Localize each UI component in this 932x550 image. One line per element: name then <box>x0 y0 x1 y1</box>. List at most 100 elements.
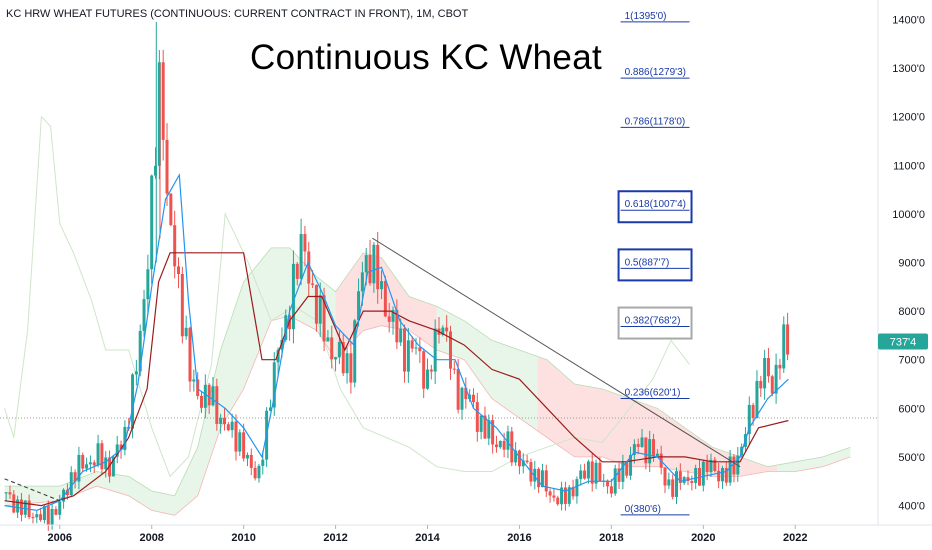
candle <box>452 361 456 375</box>
candle <box>498 440 502 449</box>
candle <box>257 463 261 483</box>
candle <box>372 242 376 293</box>
candle-body <box>291 263 295 330</box>
candle-body <box>483 415 487 439</box>
symbol-title: KC HRW WHEAT FUTURES (CONTINUOUS: CURREN… <box>6 8 469 20</box>
candle-body <box>138 330 142 372</box>
candle-body <box>403 328 407 372</box>
candle <box>759 376 763 397</box>
fib-label: 0.786(1178'0) <box>625 116 686 127</box>
candle-body <box>540 470 544 488</box>
candle-body <box>272 362 276 408</box>
candle-body <box>368 255 372 284</box>
time-tick-label: 2022 <box>783 532 807 544</box>
candle-body <box>184 327 188 337</box>
time-tick-label: 2020 <box>691 532 715 544</box>
candle-body <box>552 495 556 498</box>
fibonacci-levels[interactable]: 1(1395'0) 0.886(1279'3) 0.786(1178'0) 0.618… <box>617 11 693 516</box>
candle-body <box>337 341 341 358</box>
candle <box>295 262 299 286</box>
candle <box>667 472 671 489</box>
candle <box>207 383 211 414</box>
candle <box>786 312 790 361</box>
candle <box>154 147 158 179</box>
candle-body <box>157 62 161 166</box>
candle <box>31 512 35 524</box>
fib-box <box>617 190 693 224</box>
candle-body <box>54 509 58 515</box>
fib-level-1: 0.886(1279'3) <box>620 67 690 79</box>
candle <box>192 369 196 392</box>
candle-body <box>104 457 108 470</box>
candle <box>770 374 774 397</box>
candle <box>724 461 728 486</box>
candle-body <box>383 281 387 317</box>
candle-body <box>280 339 284 350</box>
candle <box>314 284 318 332</box>
candle-body <box>349 353 353 383</box>
candle-body <box>322 295 326 342</box>
candle <box>341 334 345 376</box>
candle <box>782 316 786 373</box>
fib-level-2: 0.786(1178'0) <box>620 116 690 128</box>
candle-body <box>713 459 717 471</box>
candle <box>487 414 491 446</box>
candle-body <box>705 461 709 473</box>
price-axis[interactable]: 400'0 500'0 600'0 700'0 800'0 900'0 1000'0 1100… <box>892 14 925 512</box>
candle <box>517 449 521 475</box>
candle-body <box>154 165 158 176</box>
candle-body <box>276 349 280 363</box>
candle-body <box>625 462 629 476</box>
candle <box>111 455 115 477</box>
candle-body <box>678 471 682 483</box>
candle-body <box>391 309 395 322</box>
candle <box>544 464 548 498</box>
candle-body <box>479 415 483 432</box>
candle-body <box>65 489 69 496</box>
candle-body <box>617 468 621 482</box>
candle-body <box>69 472 73 496</box>
candle <box>73 469 77 489</box>
candle-body <box>433 328 437 372</box>
candle-body <box>42 506 46 521</box>
candle <box>42 505 46 524</box>
candle-body <box>215 386 219 424</box>
candle <box>663 467 667 494</box>
candle <box>4 492 8 501</box>
candle-body <box>88 462 92 465</box>
candle <box>414 337 418 355</box>
candle <box>383 275 387 318</box>
base-line <box>4 252 789 507</box>
price-tick-label: 800'0 <box>898 306 925 318</box>
time-axis[interactable]: 2006 2008 2010 2012 2014 2016 2018 2020 2022 <box>48 525 808 544</box>
candle <box>525 454 529 464</box>
candle <box>403 324 407 383</box>
candle <box>318 282 322 337</box>
time-tick-label: 2010 <box>231 532 255 544</box>
candle <box>77 446 81 490</box>
price-tick-label: 1200'0 <box>892 112 925 124</box>
candle-body <box>414 347 418 349</box>
candle-body <box>441 327 445 335</box>
candle <box>445 315 449 342</box>
candle-body <box>586 461 590 479</box>
candle <box>613 464 617 496</box>
candle-body <box>652 439 656 457</box>
candle-body <box>211 386 215 406</box>
candle-body <box>475 402 479 432</box>
trendlines[interactable] <box>4 237 741 502</box>
candle <box>291 250 295 344</box>
candle <box>215 378 219 431</box>
candle <box>701 459 705 492</box>
candle-body <box>732 456 736 475</box>
fib-label: 0(380'6) <box>625 504 661 515</box>
candle-body <box>303 234 307 252</box>
candle-body <box>173 225 177 267</box>
candle-body <box>314 284 318 324</box>
candle-body <box>257 465 261 479</box>
candle-body <box>782 324 786 369</box>
candle <box>303 225 307 267</box>
candle-body <box>58 501 62 515</box>
